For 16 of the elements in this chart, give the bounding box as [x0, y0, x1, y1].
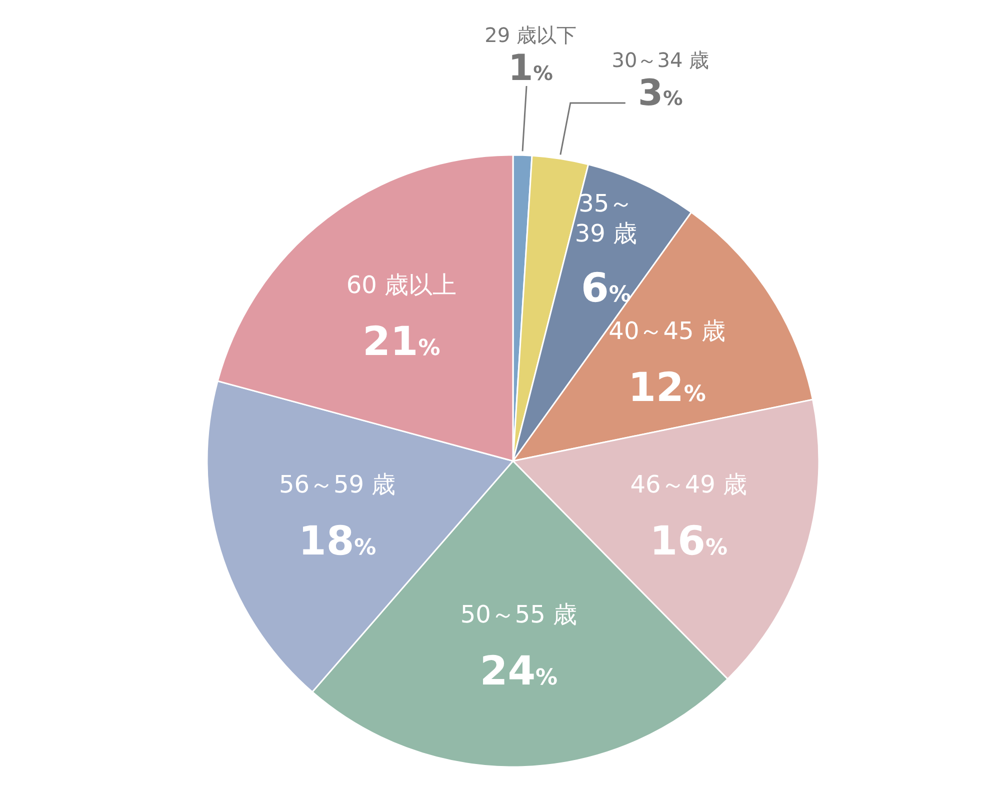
data-label: 3%	[638, 73, 684, 114]
data-label: 16%	[650, 518, 728, 564]
data-label: 21%	[362, 319, 440, 366]
data-label: 6%	[580, 265, 631, 312]
data-label: 24%	[480, 648, 558, 695]
slice-label: 29 歳以下	[484, 23, 576, 47]
slice-label: 60 歳以上	[346, 271, 457, 300]
data-label: 18%	[298, 518, 376, 564]
data-label: 1%	[508, 48, 554, 89]
data-label: 12%	[628, 365, 706, 412]
slice-label: 35～39 歳	[574, 189, 638, 248]
slice-label: 50～55 歳	[460, 600, 578, 629]
slice-label: 40～45 歳	[608, 317, 726, 346]
slice-label: 30～34 歳	[612, 48, 710, 72]
slice-label: 46～49 歳	[630, 470, 747, 498]
slice-label: 56～59 歳	[279, 470, 396, 498]
